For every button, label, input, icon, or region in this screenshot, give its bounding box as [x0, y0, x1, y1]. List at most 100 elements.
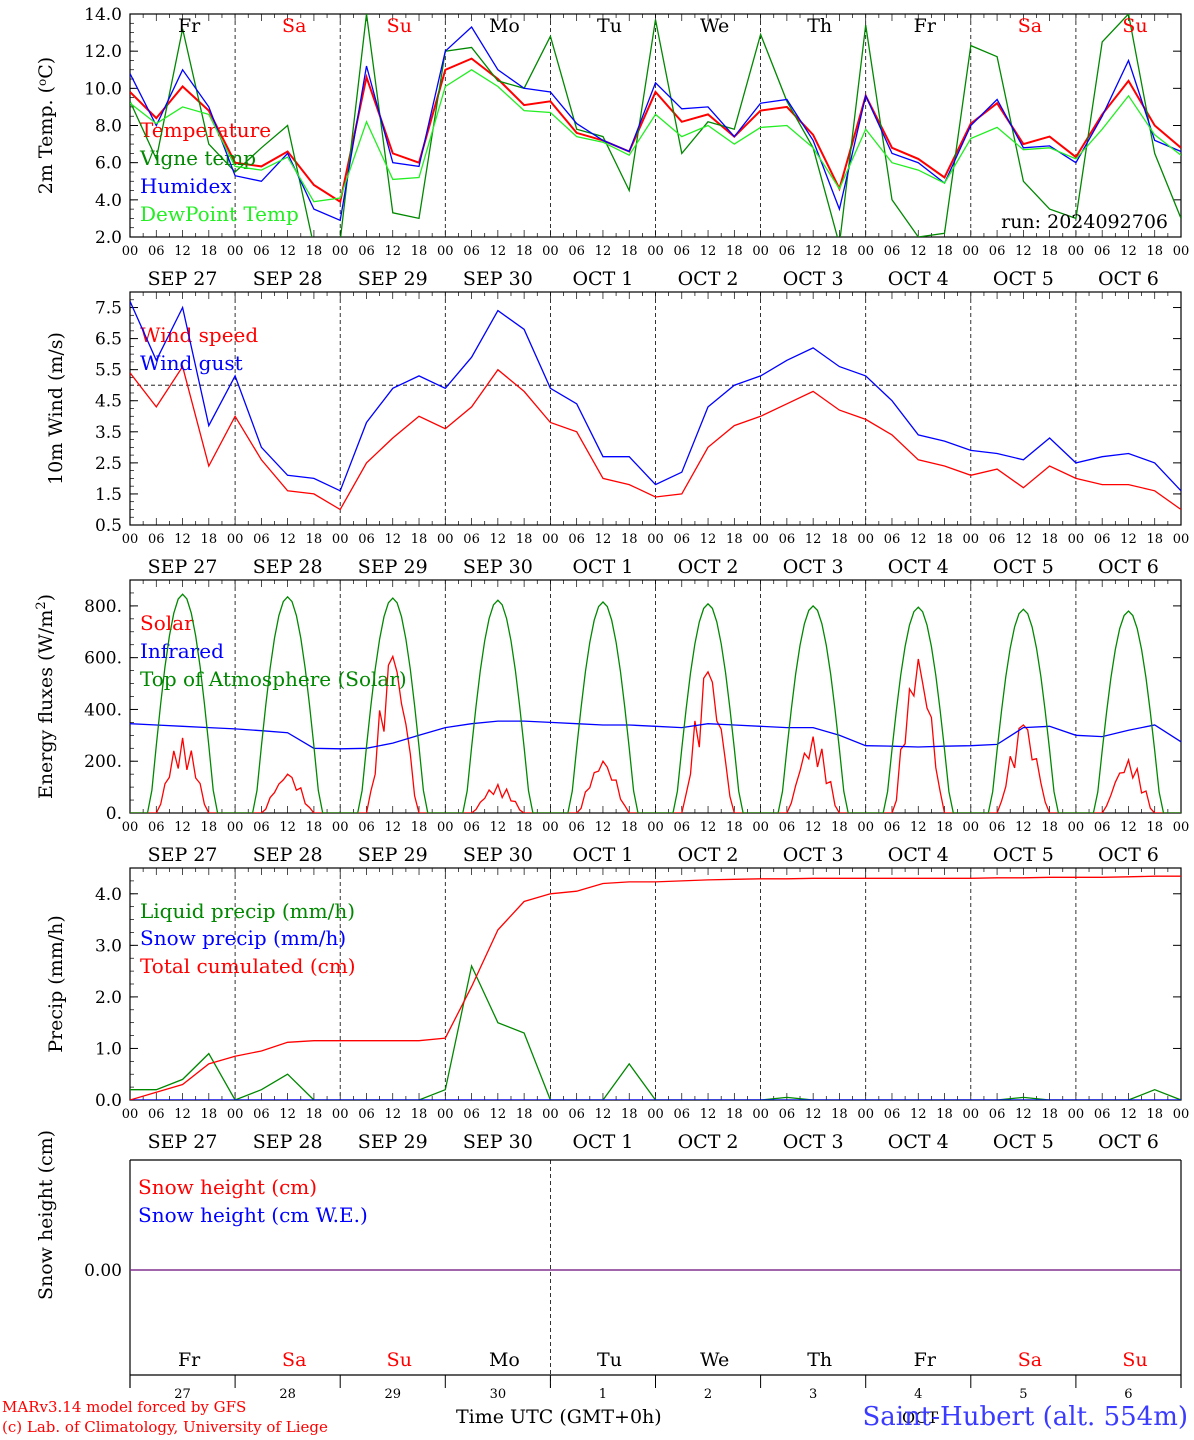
day-label-top: We [700, 15, 729, 37]
x-hour-label: 00 [1068, 532, 1085, 547]
y-tick-label: 600. [84, 649, 122, 669]
legend-entry: Infrared [140, 639, 224, 663]
x-date-label: OCT 3 [783, 556, 844, 578]
y-tick-label: 800. [84, 597, 122, 617]
x-hour-label: 06 [568, 1107, 585, 1122]
day-label-bottom: Th [807, 1349, 832, 1371]
x-hour-label: 06 [463, 532, 480, 547]
x-hour-label: 00 [963, 532, 980, 547]
x-hour-label: 18 [1041, 820, 1058, 835]
x-hour-label: 12 [384, 532, 401, 547]
x-hour-label: 00 [647, 244, 664, 259]
month-label: OCT [902, 1408, 939, 1427]
x-date-label: SEP 29 [358, 268, 428, 290]
x-hour-label: 06 [674, 244, 691, 259]
x-hour-label: 18 [1041, 244, 1058, 259]
x-hour-label: 00 [963, 244, 980, 259]
x-hour-label: 12 [384, 820, 401, 835]
day-label-bottom: Su [387, 1349, 412, 1371]
x-hour-label: 12 [1015, 532, 1032, 547]
x-date-label: OCT 2 [678, 1131, 739, 1153]
x-hour-label: 06 [989, 532, 1006, 547]
y-tick-label: 2.0 [95, 228, 122, 248]
x-hour-label: 00 [542, 820, 559, 835]
x-hour-label: 00 [542, 532, 559, 547]
x-hour-label: 18 [201, 1107, 218, 1122]
day-label-top: Mo [489, 15, 520, 37]
x-hour-label: 18 [621, 820, 638, 835]
x-hour-label: 00 [1173, 532, 1190, 547]
x-hour-label: 12 [595, 820, 612, 835]
x-date-label: OCT 4 [888, 1131, 949, 1153]
x-hour-label: 06 [674, 1107, 691, 1122]
x-hour-label: 00 [857, 820, 874, 835]
x-hour-label: 18 [1146, 532, 1163, 547]
x-hour-label: 18 [831, 820, 848, 835]
x-hour-label: 18 [936, 820, 953, 835]
x-hour-label: 12 [174, 532, 191, 547]
y-tick-label: 0.5 [95, 516, 122, 536]
x-hour-label: 00 [332, 244, 349, 259]
x-date-label: OCT 5 [993, 556, 1054, 578]
x-hour-label: 06 [674, 532, 691, 547]
x-hour-label: 00 [227, 532, 244, 547]
x-hour-label: 00 [1068, 244, 1085, 259]
series-line-vigne-temp [130, 14, 1181, 237]
x-hour-label: 00 [857, 1107, 874, 1122]
x-hour-label: 18 [516, 244, 533, 259]
y-tick-label: 4.0 [95, 191, 122, 211]
legend-entry: DewPoint Temp [140, 202, 299, 226]
x-hour-label: 18 [411, 244, 428, 259]
y-tick-label: 8.0 [95, 117, 122, 137]
day-number-label: 1 [599, 1387, 607, 1402]
series-line-infrared [130, 720, 1181, 750]
y-axis-title: 2m Temp. (oC) [35, 57, 57, 194]
x-hour-label: 00 [437, 1107, 454, 1122]
y-tick-label: 4.0 [95, 885, 122, 905]
day-label-bottom: Su [1122, 1349, 1147, 1371]
x-date-label: OCT 3 [783, 1131, 844, 1153]
x-hour-label: 12 [490, 820, 507, 835]
x-hour-label: 12 [1015, 244, 1032, 259]
x-hour-label: 00 [437, 244, 454, 259]
x-date-label: SEP 28 [253, 844, 323, 866]
x-hour-label: 00 [122, 532, 139, 547]
x-hour-label: 18 [201, 820, 218, 835]
x-hour-label: 00 [1068, 820, 1085, 835]
x-hour-label: 12 [174, 820, 191, 835]
y-tick-label: 2.0 [95, 988, 122, 1008]
x-date-label: OCT 4 [888, 268, 949, 290]
x-hour-label: 06 [989, 820, 1006, 835]
x-hour-label: 18 [411, 820, 428, 835]
x-hour-label: 06 [358, 532, 375, 547]
day-number-label: 29 [384, 1387, 401, 1402]
day-label-bottom: Sa [1018, 1349, 1042, 1371]
x-hour-label: 00 [647, 1107, 664, 1122]
x-date-label: SEP 30 [463, 268, 533, 290]
x-hour-label: 18 [516, 820, 533, 835]
day-label-top: Tu [597, 15, 622, 37]
series-line-dewpoint-temp [130, 69, 1181, 203]
time-axis-title: Time UTC (GMT+0h) [456, 1406, 662, 1428]
y-tick-label: 200. [84, 752, 122, 772]
x-hour-label: 12 [1015, 820, 1032, 835]
x-date-label: SEP 29 [358, 1131, 428, 1153]
x-date-label: OCT 1 [572, 556, 633, 578]
x-hour-label: 06 [568, 244, 585, 259]
legend-entry: Snow height (cm W.E.) [138, 1203, 368, 1227]
y-tick-label: 5.5 [95, 361, 122, 381]
legend-entry: Wind gust [140, 351, 243, 375]
x-date-label: SEP 28 [253, 268, 323, 290]
x-date-label: OCT 6 [1098, 268, 1159, 290]
x-hour-label: 12 [174, 244, 191, 259]
y-tick-label: 10.0 [84, 79, 122, 99]
x-hour-label: 06 [568, 820, 585, 835]
x-hour-label: 12 [805, 244, 822, 259]
x-hour-label: 18 [306, 1107, 323, 1122]
y-tick-label: 6.0 [95, 154, 122, 174]
x-hour-label: 00 [752, 1107, 769, 1122]
x-hour-label: 06 [884, 820, 901, 835]
x-hour-label: 06 [779, 1107, 796, 1122]
day-label-top: Sa [1018, 15, 1042, 37]
x-hour-label: 12 [595, 532, 612, 547]
